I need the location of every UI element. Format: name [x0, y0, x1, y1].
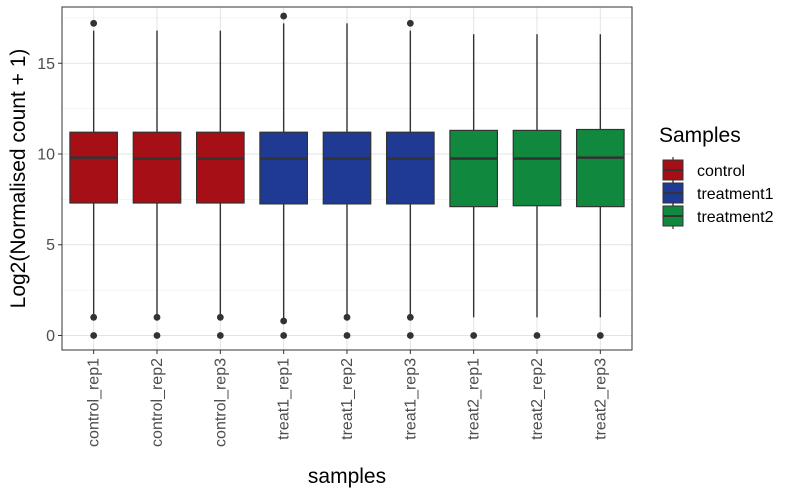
outlier-point [343, 313, 351, 321]
outlier-point [406, 313, 414, 321]
box-treat1_rep1 [259, 12, 309, 339]
box [195, 131, 245, 204]
box [385, 131, 435, 205]
outlier-point [216, 313, 224, 321]
x-tick-label: treat1_rep2 [339, 358, 356, 440]
boxes [69, 12, 625, 339]
outlier-point [90, 332, 98, 339]
y-tick-label: 10 [37, 147, 55, 164]
box-treat1_rep3 [385, 19, 435, 339]
box [69, 131, 119, 204]
y-tick-label: 0 [46, 328, 55, 345]
x-tick-label: treat2_rep2 [529, 358, 546, 440]
box-treat2_rep2 [512, 34, 562, 339]
outlier-point [153, 313, 161, 321]
box-control_rep3 [195, 30, 245, 339]
y-axis-title: Log2(Normalised count + 1) [7, 49, 30, 309]
y-tick-label: 5 [46, 237, 55, 254]
box-control_rep1 [69, 19, 119, 339]
legend-items: control treatment1 treatment2 [662, 157, 774, 229]
box-control_rep2 [132, 30, 182, 339]
box-treat1_rep2 [322, 23, 372, 339]
x-tick-label: treat2_rep1 [466, 358, 483, 440]
x-tick-label: control_rep2 [149, 358, 166, 447]
outlier-point [596, 332, 604, 339]
legend-title: Samples [659, 124, 741, 147]
outlier-point [280, 332, 288, 339]
box [322, 131, 372, 205]
y-tick-label: 15 [37, 56, 55, 73]
box [132, 131, 182, 204]
legend-label: treatment2 [697, 209, 774, 226]
box [575, 128, 625, 208]
y-axis: 0 5 10 15 [37, 56, 62, 345]
x-axis: control_rep1 control_rep2 control_rep3 trea… [86, 350, 609, 447]
outlier-point [406, 332, 414, 339]
x-tick-label: treat2_rep3 [592, 358, 609, 440]
legend-label: control [697, 163, 745, 180]
legend-item-treatment2: treatment2 [662, 203, 774, 229]
outlier-point [406, 19, 414, 27]
outlier-point [216, 332, 224, 339]
box [259, 131, 309, 205]
x-tick-label: treat1_rep1 [276, 358, 293, 440]
x-tick-label: control_rep1 [86, 358, 103, 447]
legend-item-control: control [662, 157, 745, 183]
box [449, 129, 499, 208]
outlier-point [90, 313, 98, 321]
outlier-point [280, 317, 288, 325]
box [512, 129, 562, 207]
box-treat2_rep1 [449, 34, 499, 339]
box-treat2_rep3 [575, 34, 625, 339]
legend-label: treatment1 [697, 186, 774, 203]
outlier-point [153, 332, 161, 339]
outlier-point [90, 19, 98, 27]
x-tick-label: control_rep3 [212, 358, 229, 447]
outlier-point [533, 332, 541, 339]
outlier-point [470, 332, 478, 339]
outlier-point [343, 332, 351, 339]
outlier-point [280, 12, 288, 20]
legend: Samples control treatment1 treatment2 [659, 124, 774, 229]
x-tick-label: treat1_rep3 [402, 358, 419, 440]
x-axis-title: samples [308, 465, 386, 488]
